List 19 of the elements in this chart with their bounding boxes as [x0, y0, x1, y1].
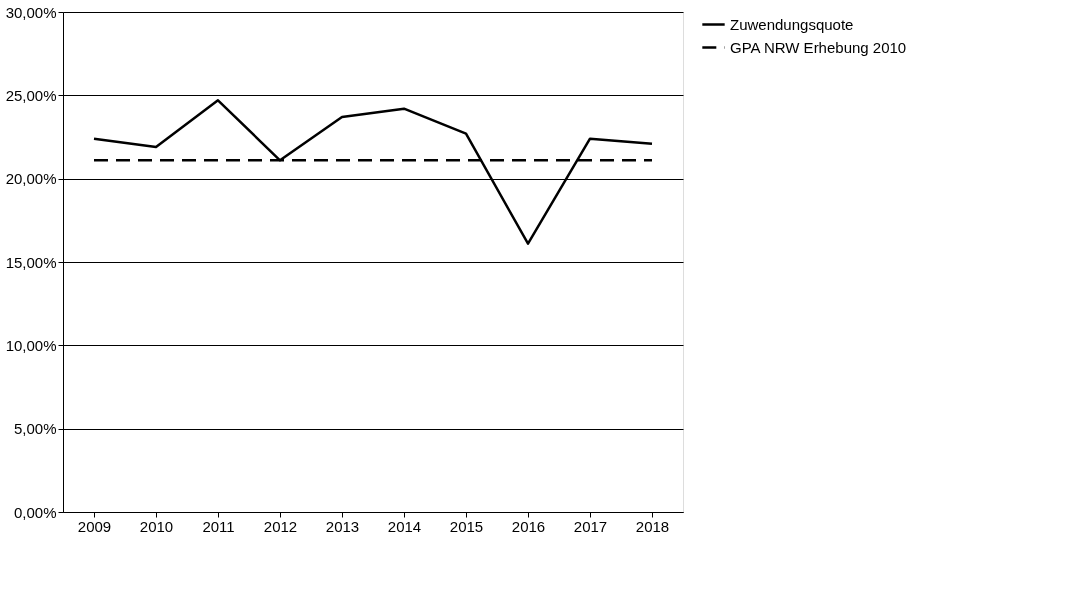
x-tick-label: 2009: [77, 517, 112, 535]
x-tick-label: 2013: [325, 517, 360, 535]
x-tick-label: 2017: [573, 517, 608, 535]
y-tick-label: 0,00%: [13, 503, 57, 521]
x-tick-label: 2015: [449, 517, 484, 535]
x-tick-label: 2010: [139, 517, 174, 535]
legend-label: GPA NRW Erhebung 2010: [730, 38, 907, 56]
y-tick-label: 25,00%: [5, 86, 57, 104]
x-tick-label: 2016: [511, 517, 546, 535]
y-tick-label: 10,00%: [5, 336, 57, 354]
y-tick-label: 30,00%: [5, 3, 57, 21]
y-tick-label: 15,00%: [5, 253, 57, 271]
x-tick-label: 2012: [263, 517, 298, 535]
y-tick-label: 20,00%: [5, 170, 57, 188]
x-tick-label: 2014: [387, 517, 422, 535]
x-tick-label: 2011: [202, 517, 235, 535]
legend-label: Zuwendungsquote: [730, 15, 854, 33]
x-tick-label: 2018: [635, 517, 670, 535]
y-tick-label: 5,00%: [13, 420, 57, 438]
